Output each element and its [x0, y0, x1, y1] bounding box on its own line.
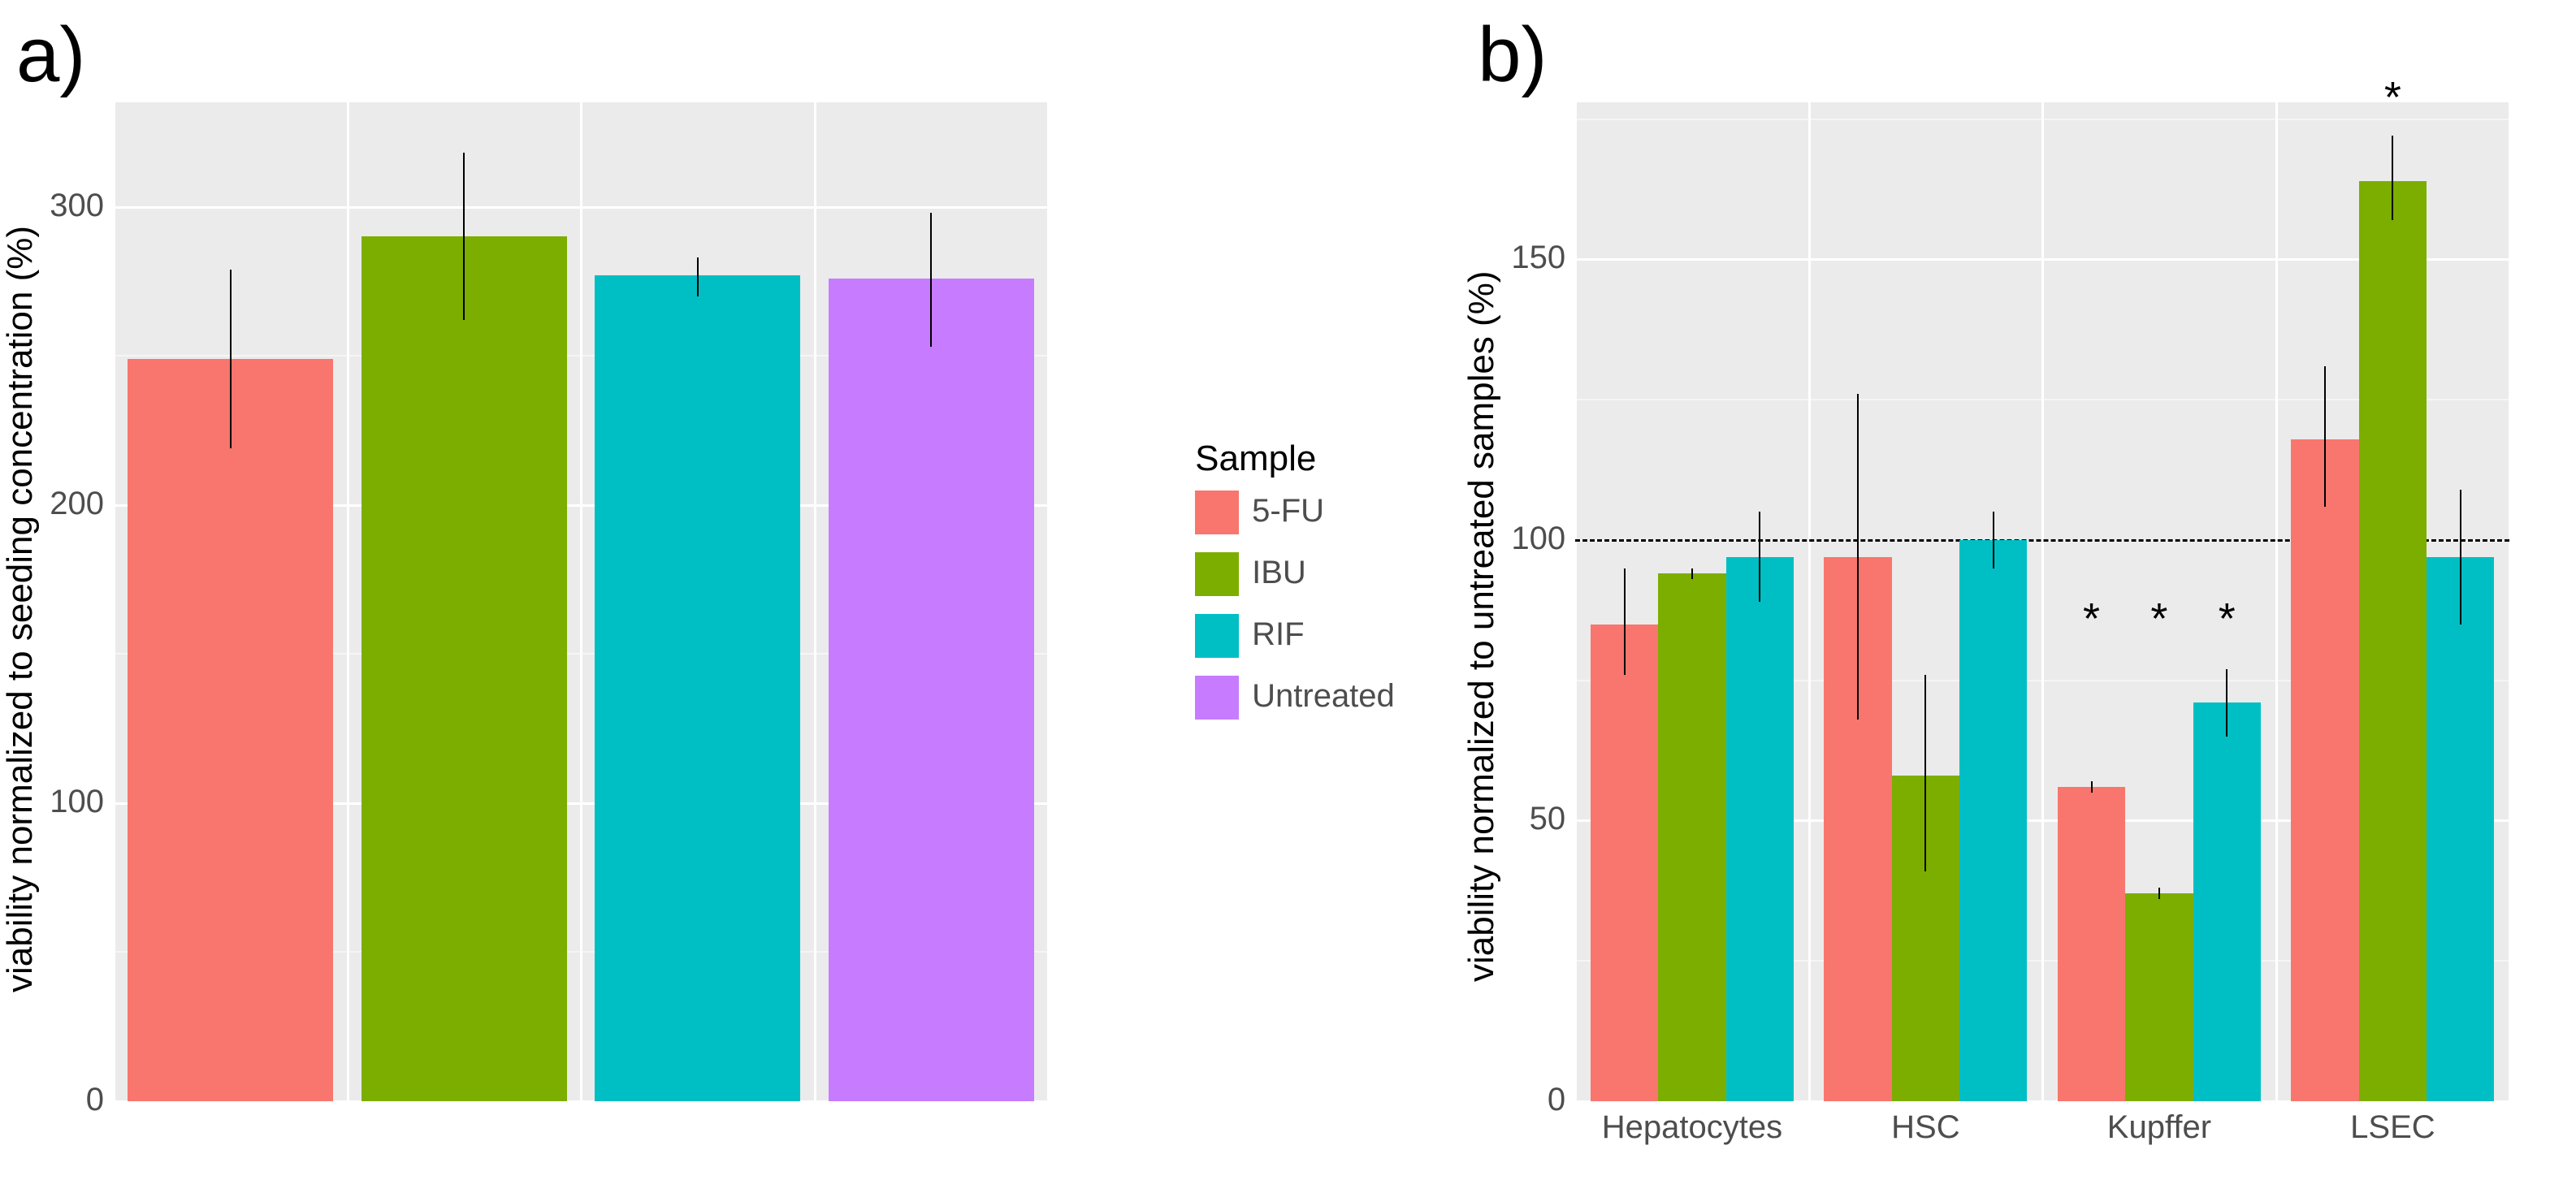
error-bar: [697, 257, 699, 296]
bar: [1726, 557, 1794, 1101]
panel-a-chart: viability normalized to seeding concentr…: [0, 94, 1056, 1124]
panel-a-label: a): [16, 16, 85, 94]
error-bar: [1624, 568, 1626, 675]
y-tick-label: 50: [1530, 801, 1566, 837]
legend-title: Sample: [1195, 439, 1316, 479]
y-tick-label: 0: [1548, 1082, 1565, 1118]
bar: [1959, 540, 2027, 1101]
y-tick-label: 100: [50, 784, 104, 820]
bar: [595, 275, 800, 1101]
legend: Sample 5-FU IBU RIF Untreated: [1195, 439, 1461, 737]
y-tick-label: 0: [86, 1082, 104, 1118]
panel-a-y-axis-title: viability normalized to seeding concentr…: [0, 110, 41, 1109]
panel-b-chart: viability normalized to untreated sample…: [1461, 94, 2518, 1158]
panel-b-y-axis-title: viability normalized to untreated sample…: [1461, 127, 1502, 1126]
y-tick-label: 200: [50, 486, 104, 522]
significance-marker: *: [2219, 597, 2236, 641]
bar: [2427, 557, 2494, 1101]
significance-marker: *: [2150, 597, 2167, 641]
bar: [128, 359, 333, 1101]
error-bar: [930, 213, 932, 347]
bar: [2291, 439, 2358, 1101]
error-bar: [1691, 568, 1693, 580]
error-bar: [2324, 366, 2326, 507]
y-tick-label: 100: [1511, 521, 1565, 557]
bar: [2125, 893, 2193, 1101]
plot-area: [114, 102, 1048, 1101]
legend-swatch: [1195, 676, 1239, 720]
y-tick-label: 300: [50, 188, 104, 224]
x-tick-label: Kupffer: [2107, 1109, 2211, 1146]
error-bar: [2158, 888, 2160, 899]
error-bar: [2091, 781, 2093, 793]
legend-label: IBU: [1252, 555, 1306, 591]
error-bar: [230, 270, 232, 448]
error-bar: [2392, 136, 2393, 220]
bar: [829, 279, 1034, 1101]
error-bar: [2460, 490, 2461, 625]
bar: [2058, 787, 2125, 1101]
panel-a: a) viability normalized to seeding conce…: [0, 16, 1195, 1124]
legend-label: Untreated: [1252, 678, 1395, 715]
panel-b-plot: ****050100150HepatocytesHSCKupfferLSEC: [1502, 94, 2518, 1158]
error-bar: [463, 153, 465, 320]
x-tick-label: HSC: [1891, 1109, 1959, 1146]
significance-marker: *: [2384, 76, 2401, 119]
legend-swatch: [1195, 491, 1239, 534]
panel-b-label: b): [1478, 16, 1547, 94]
legend-label: 5-FU: [1252, 493, 1324, 530]
error-bar: [1924, 675, 1926, 871]
significance-marker: *: [2083, 597, 2100, 641]
bar: [2359, 181, 2427, 1101]
bar: [1658, 573, 1725, 1101]
figure: a) viability normalized to seeding conce…: [0, 0, 2576, 1193]
bar: [1591, 625, 1658, 1101]
panel-a-plot: 0 100 200 300: [41, 94, 1056, 1124]
bar: [2193, 702, 2261, 1101]
x-tick-label: LSEC: [2350, 1109, 2435, 1146]
error-bar: [1857, 394, 1859, 720]
panel-b: b) viability normalized to untreated sam…: [1461, 16, 2560, 1158]
error-bar: [1993, 512, 1994, 568]
x-tick-label: Hepatocytes: [1602, 1109, 1782, 1146]
legend-label: RIF: [1252, 616, 1304, 653]
y-tick-label: 150: [1511, 240, 1565, 276]
error-bar: [1759, 512, 1760, 602]
legend-swatch: [1195, 614, 1239, 658]
plot-area: ****: [1575, 102, 2509, 1101]
legend-swatch: [1195, 552, 1239, 596]
bar: [362, 236, 567, 1101]
error-bar: [2226, 669, 2227, 737]
